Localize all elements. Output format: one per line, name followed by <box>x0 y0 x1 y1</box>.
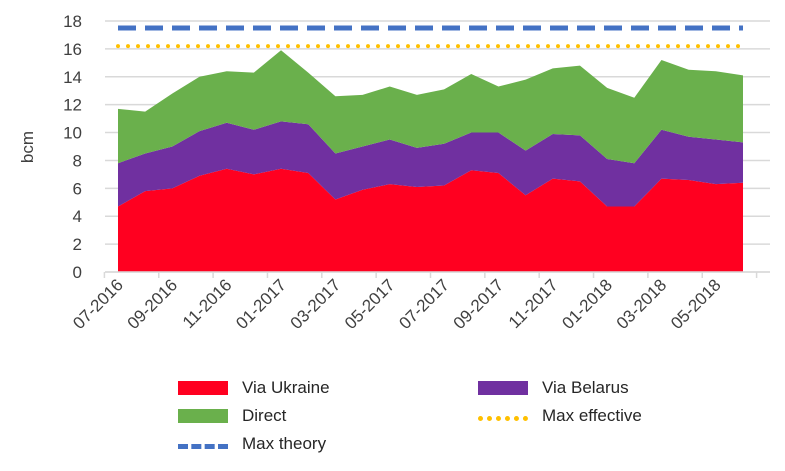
x-tick-label: 07-2016 <box>69 275 127 333</box>
legend-label: Via Ukraine <box>242 378 330 397</box>
x-tick-label: 05-2017 <box>341 275 399 333</box>
legend-swatch <box>478 415 528 421</box>
y-tick-label: 14 <box>63 68 82 87</box>
legend-label: Max theory <box>242 434 327 453</box>
y-tick-label: 18 <box>63 12 82 31</box>
y-tick-label: 10 <box>63 124 82 143</box>
legend-swatch <box>478 381 528 395</box>
area-via-ukraine <box>118 168 743 272</box>
y-tick-label: 16 <box>63 40 82 59</box>
x-tick-label: 05-2018 <box>667 275 725 333</box>
x-tick-label: 11-2016 <box>179 275 236 332</box>
x-tick-label: 09-2016 <box>124 275 182 333</box>
legend-via-belarus: Via Belarus <box>478 378 629 398</box>
y-tick-label: 2 <box>73 235 82 254</box>
x-tick-label: 09-2017 <box>450 275 508 333</box>
x-tick-label: 07-2017 <box>395 275 453 333</box>
y-tick-label: 6 <box>73 179 82 198</box>
legend-swatch <box>178 443 228 449</box>
x-tick-label: 03-2018 <box>613 275 671 333</box>
x-tick-label: 01-2018 <box>558 275 616 333</box>
x-tick-label: 03-2017 <box>287 275 345 333</box>
chart-plot: 024681012141618bcm07-201609-201611-20160… <box>18 12 770 333</box>
y-axis-label: bcm <box>18 131 37 163</box>
legend-label: Direct <box>242 406 287 425</box>
legend-max-effective: Max effective <box>478 406 642 426</box>
legend-via-ukraine: Via Ukraine <box>178 378 330 398</box>
area-via-belarus <box>118 121 743 207</box>
x-tick-label: 11-2017 <box>505 275 562 332</box>
legend-label: Max effective <box>542 406 642 425</box>
area-direct <box>118 50 743 164</box>
legend-swatch <box>178 381 228 395</box>
y-tick-label: 4 <box>73 207 82 226</box>
legend-max-theory: Max theory <box>178 434 326 454</box>
y-tick-label: 12 <box>63 96 82 115</box>
legend-direct: Direct <box>178 406 286 426</box>
x-tick-label: 01-2017 <box>232 275 290 333</box>
legend-label: Via Belarus <box>542 378 629 397</box>
legend-swatch <box>178 409 228 423</box>
y-tick-label: 8 <box>73 151 82 170</box>
y-tick-label: 0 <box>73 263 82 282</box>
